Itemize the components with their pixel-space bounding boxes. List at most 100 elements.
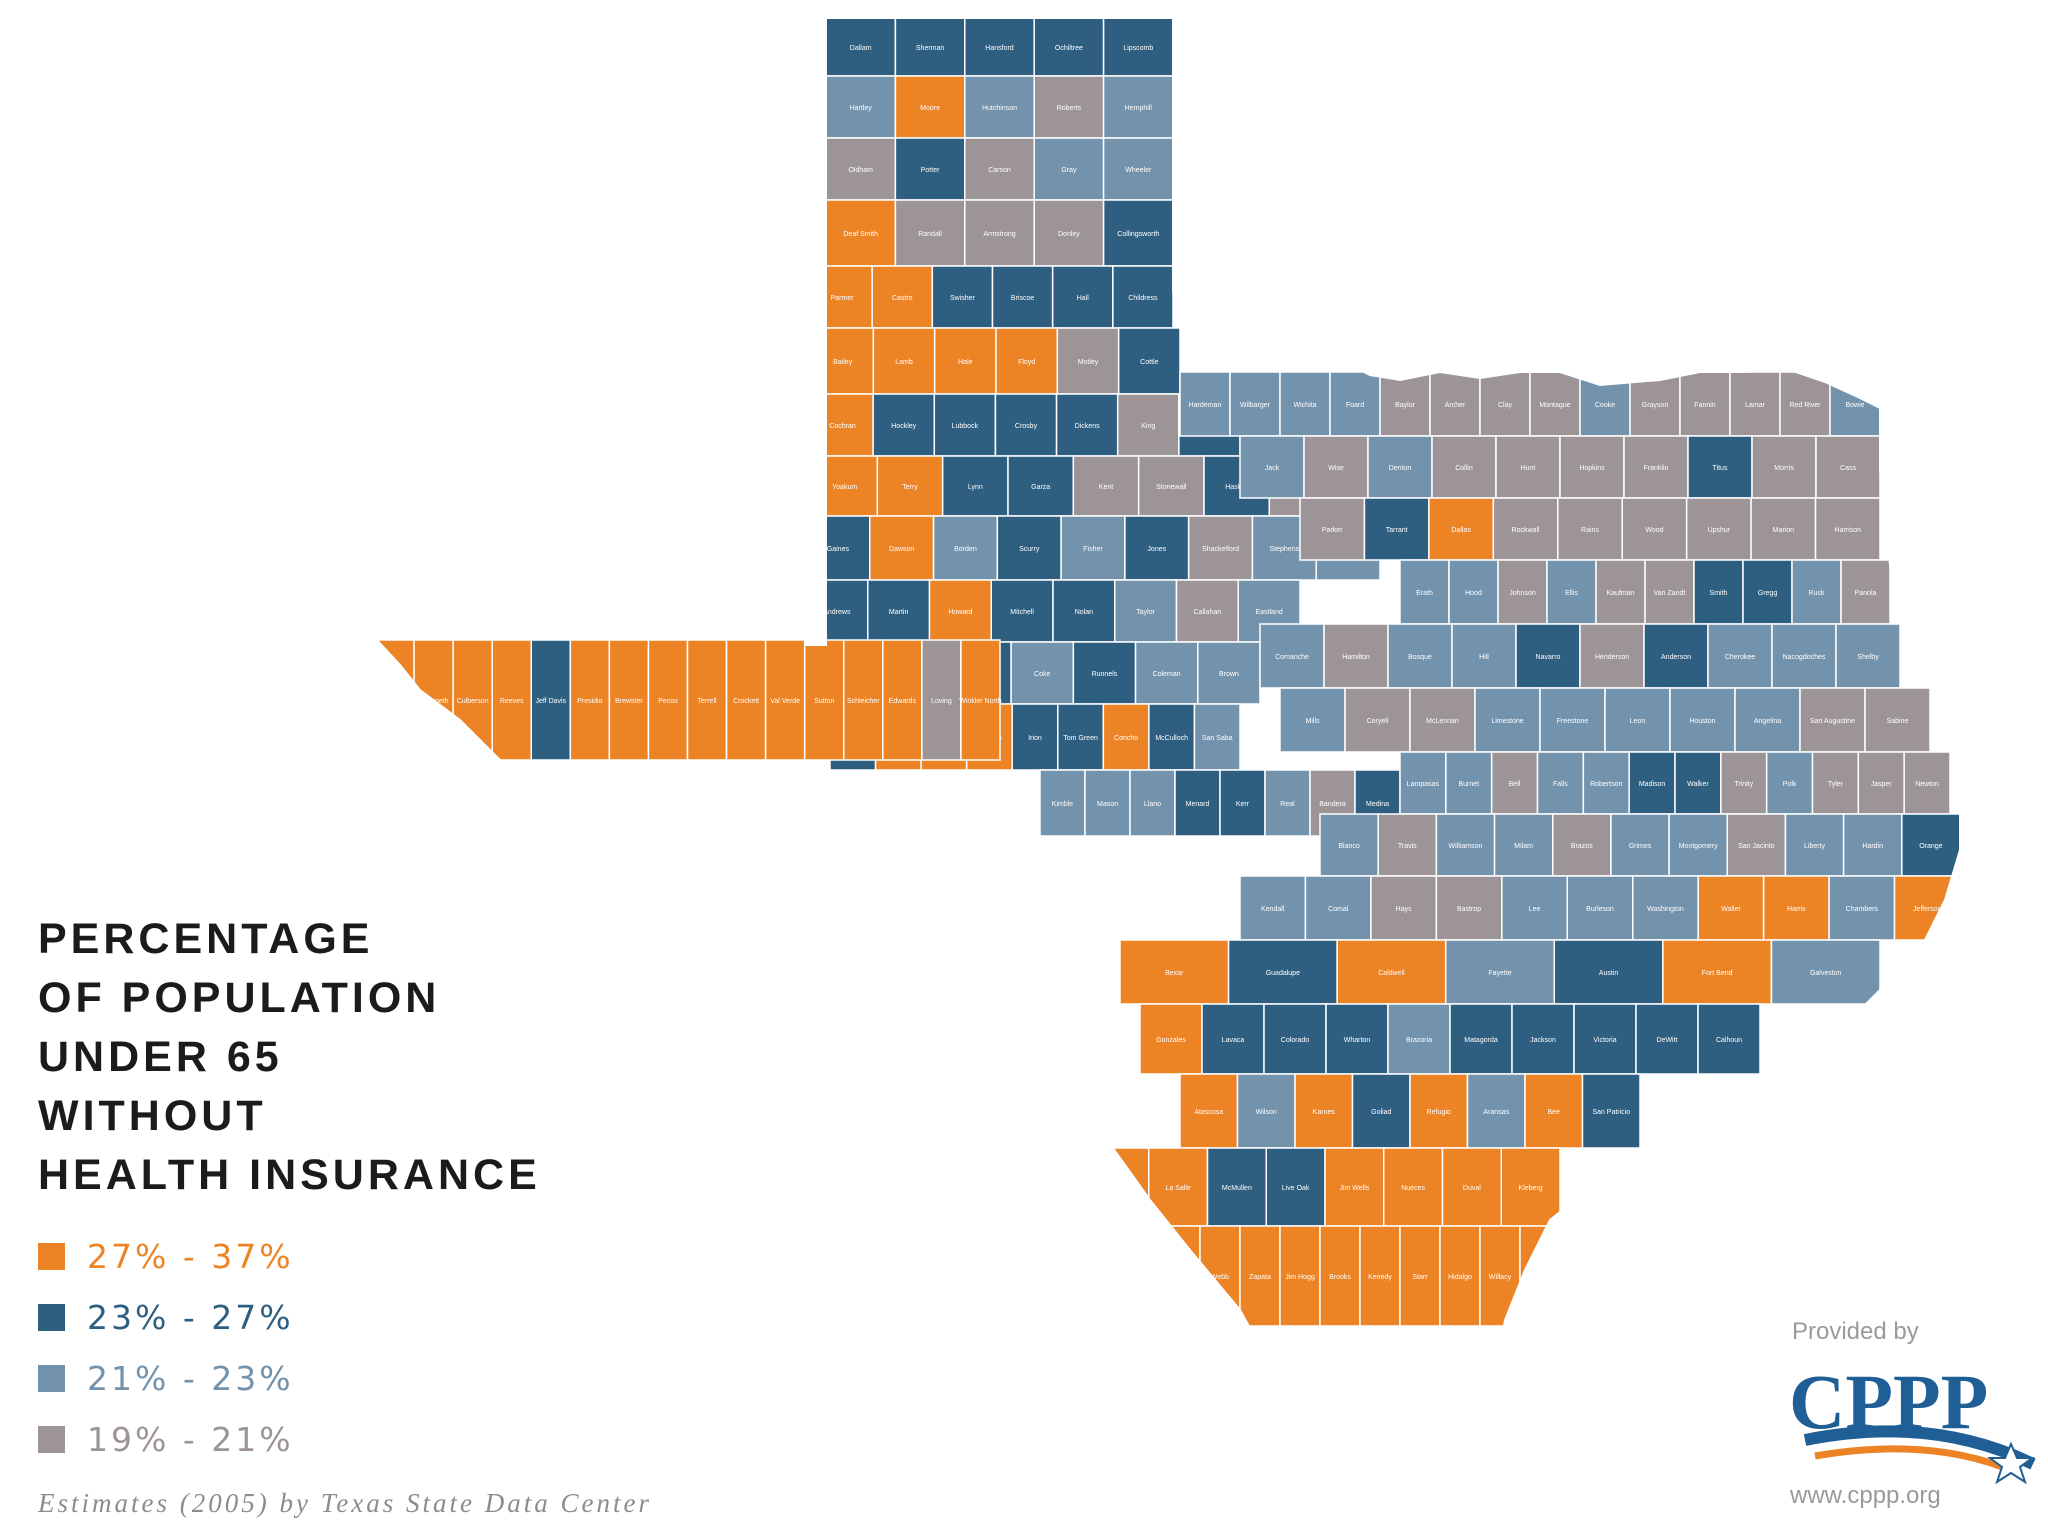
county-label: Falls: [1553, 781, 1568, 788]
county-lynn: Lynn: [941, 455, 1009, 517]
county-label: Mitchell: [1010, 609, 1034, 616]
county-label: Hood: [1465, 590, 1482, 597]
county-shape: [894, 199, 966, 267]
county-label: Hansford: [985, 45, 1014, 52]
county-shape: [1033, 75, 1105, 139]
county-shape: [1479, 371, 1531, 437]
county-label: Wichita: [1294, 402, 1317, 409]
county-mitchell: Mitchell: [990, 579, 1054, 643]
county-label: Austin: [1599, 970, 1619, 977]
county-label: Llano: [1144, 801, 1161, 808]
county-presidio: Presidio: [569, 639, 611, 761]
county-label: Coleman: [1153, 671, 1181, 678]
county-shape: [1239, 435, 1305, 499]
county-shape: [1179, 1073, 1239, 1149]
county-label: Cherokee: [1725, 654, 1755, 661]
county-shape: [1377, 813, 1438, 877]
county-shape: [1536, 751, 1585, 815]
county-armstrong: Armstrong: [964, 199, 1035, 267]
county-label: Cottle: [1140, 359, 1158, 366]
county-real: Real: [1264, 769, 1311, 837]
county-nacogdoches: Nacogdoches: [1771, 623, 1837, 689]
county-label: Brazoria: [1406, 1037, 1432, 1044]
county-shape: [1370, 875, 1438, 941]
county-label: Lee: [1529, 906, 1541, 913]
county-shape: [1072, 641, 1137, 705]
county-label: Robertson: [1590, 781, 1622, 788]
county-tarrant: Tarrant: [1363, 497, 1430, 561]
county-label: Bell: [1509, 781, 1521, 788]
county-shape: [1259, 623, 1325, 689]
county-shape: [1294, 1073, 1354, 1149]
county-hamilton: Hamilton: [1323, 623, 1389, 689]
county-trinity: Trinity: [1720, 751, 1768, 815]
county-label: Brown: [1219, 671, 1239, 678]
county-rusk: Rusk: [1791, 559, 1842, 625]
county-jim-wells: Jim Wells: [1324, 1147, 1385, 1227]
county-label: Oldham: [848, 167, 873, 174]
county-label: Goliad: [1371, 1109, 1391, 1116]
county-schleicher: Schleicher: [843, 639, 884, 761]
county-hood: Hood: [1448, 559, 1499, 625]
county-lamar: Lamar: [1729, 371, 1781, 437]
cppp-logo: CPPP: [1789, 1358, 2036, 1485]
county-label: Bandera: [1319, 801, 1346, 808]
county-label: Victoria: [1593, 1037, 1616, 1044]
county-morris: Morris: [1751, 435, 1817, 499]
county-colorado: Colorado: [1263, 1003, 1327, 1075]
county-victoria: Victoria: [1573, 1003, 1637, 1075]
county-kleberg: Kleberg: [1500, 1147, 1561, 1227]
legend-label: 19% - 21%: [87, 1420, 294, 1459]
county-franklin: Franklin: [1623, 435, 1689, 499]
county-shape: [1857, 751, 1905, 815]
county-shape: [1056, 327, 1120, 395]
county-kaufman: Kaufman: [1595, 559, 1646, 625]
county-label: Menard: [1186, 801, 1210, 808]
county-label: Kleberg: [1519, 1185, 1543, 1192]
county-san-patricio: San Patricio: [1581, 1073, 1641, 1149]
county-label: Bailey: [833, 359, 853, 366]
county-hale: Hale: [933, 327, 997, 395]
county-lamb: Lamb: [872, 327, 936, 395]
county-label: Armstrong: [983, 231, 1015, 238]
county-sabine: Sabine: [1864, 687, 1931, 753]
county-label: Jeff Davis: [535, 698, 566, 705]
county-label: Blanco: [1338, 843, 1360, 850]
county-label: Castro: [892, 295, 913, 302]
county-label: Borden: [954, 546, 977, 553]
county-shackelford: Shackelford: [1187, 515, 1254, 581]
county-collin: Collin: [1431, 435, 1497, 499]
county-label: Yoakum: [832, 484, 857, 491]
county-shape: [1051, 265, 1114, 329]
county-label: Stonewall: [1156, 484, 1187, 491]
county-label: Erath: [1416, 590, 1433, 597]
county-gonzales: Gonzales: [1139, 1003, 1203, 1075]
legend-swatch-orange: [38, 1243, 65, 1270]
county-label: Garza: [1031, 484, 1050, 491]
county-shape: [1490, 751, 1539, 815]
county-label: Navarro: [1536, 654, 1561, 661]
county-label: Sabine: [1887, 718, 1909, 725]
legend: 27% - 37% 23% - 27% 21% - 23% 19% - 21%: [38, 1226, 294, 1470]
county-shape: [1119, 939, 1230, 1005]
county-lipscomb: Lipscomb: [1102, 18, 1174, 77]
county-kenedy: Kenedy: [1359, 1225, 1401, 1327]
county-walker: Walker: [1674, 751, 1722, 815]
county-label: Fisher: [1083, 546, 1103, 553]
county-shape: [1604, 687, 1671, 753]
legend-title-line-2: OF POPULATION: [38, 974, 441, 1022]
county-shape: [1229, 371, 1281, 437]
county-madison: Madison: [1628, 751, 1676, 815]
county-label: Aransas: [1483, 1109, 1509, 1116]
county-erath: Erath: [1399, 559, 1450, 625]
county-carson: Carson: [964, 137, 1035, 201]
county-comal: Comal: [1304, 875, 1372, 941]
county-shape: [1236, 1073, 1296, 1149]
county-label: Guadalupe: [1266, 970, 1300, 977]
county-hockley: Hockley: [872, 393, 936, 457]
county-tyler: Tyler: [1811, 751, 1860, 815]
county-label: Hardin: [1862, 843, 1883, 850]
county-motley: Motley: [1056, 327, 1120, 395]
county-shape: [1814, 497, 1881, 561]
county-label: Donley: [1058, 231, 1080, 238]
